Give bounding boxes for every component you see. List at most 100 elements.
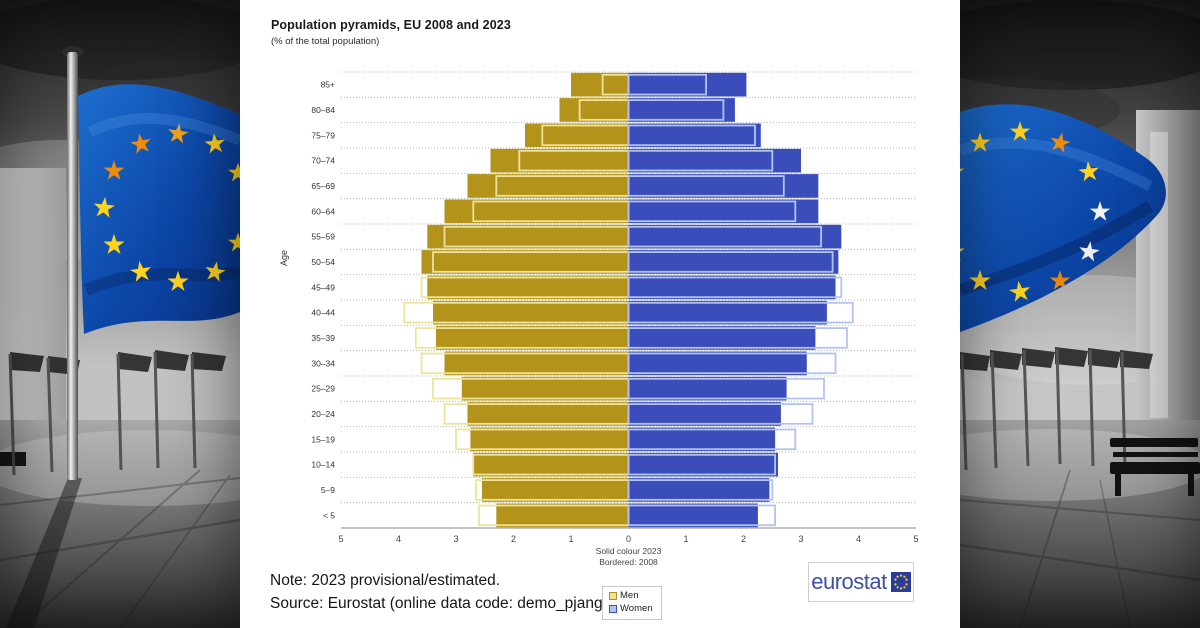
note-text: Note: 2023 provisional/estimated.	[270, 572, 501, 589]
bar-men-2023-80-84	[559, 98, 629, 122]
bar-women-2008-15-19	[627, 428, 797, 451]
bar-men-2023-85	[571, 72, 629, 97]
bar-men-2023-60-64	[444, 199, 629, 224]
age-label-80-84: 80–84	[311, 105, 335, 115]
x-tick-label-4: 1	[568, 534, 573, 544]
eu-flag-photo-left	[0, 0, 240, 628]
eurostat-logo: eurostat	[808, 562, 914, 602]
bar-men-2023-50-54	[421, 250, 629, 274]
bar-women-2023-35-39	[628, 326, 816, 350]
bar-women-2008-55-59	[627, 225, 823, 248]
eu-flag-scene-right	[960, 0, 1200, 628]
bar-women-2008-35-39	[627, 327, 848, 349]
bar-men-2023-35-39	[435, 326, 629, 350]
age-label-85: 85+	[321, 80, 335, 90]
background-flags	[960, 347, 1153, 471]
bar-women-2023-50-54	[628, 250, 839, 274]
bar-women-2008-25-29	[627, 377, 825, 400]
age-label-75-79: 75–79	[311, 130, 335, 140]
bar-women-2008-80-84	[627, 99, 725, 121]
bar-women-2023-85	[628, 72, 747, 97]
x-tick-label-10: 5	[913, 534, 918, 544]
flag-fold-shadow	[83, 266, 240, 296]
bar-women-2008-85	[627, 73, 707, 96]
bar-men-2023-70-74	[490, 148, 629, 173]
x-tick-label-7: 2	[741, 534, 746, 544]
bar-women-2008-5	[627, 504, 777, 527]
chart-title: Population pyramids, EU 2008 and 2023	[271, 18, 511, 32]
cloud	[0, 0, 240, 80]
age-label-5-9: 5–9	[321, 485, 335, 495]
flag-fold-shadow	[960, 200, 1154, 296]
eu-flag	[78, 84, 240, 335]
age-axis-title: Age	[279, 250, 289, 266]
x-tick-label-8: 3	[798, 534, 803, 544]
eu-flag	[960, 104, 1166, 332]
bar-women-2008-30-34	[627, 352, 837, 375]
bar-men-2023-5-9	[481, 478, 629, 502]
legend-label-women: Women	[620, 602, 653, 614]
bar-women-2023-70-74	[628, 148, 801, 173]
bar-women-2023-5	[628, 503, 758, 528]
bar-women-2023-45-49	[628, 275, 836, 300]
bar-men-2023-55-59	[427, 224, 629, 249]
bar-women-2023-60-64	[628, 199, 819, 224]
eu-flag-photo-right	[960, 0, 1200, 628]
bar-men-2023-25-29	[461, 376, 629, 401]
bar-women-2023-80-84	[628, 98, 735, 122]
bar-men-2023-65-69	[467, 174, 629, 198]
age-label-70-74: 70–74	[311, 156, 335, 166]
bar-women-2023-10-14	[628, 452, 778, 477]
flagpole	[67, 52, 78, 480]
age-label-10-14: 10–14	[311, 460, 335, 470]
bar-women-2008-10-14	[627, 453, 777, 476]
paving-lines	[960, 469, 1200, 628]
bar-men-2023-30-34	[444, 351, 629, 376]
bar-men-2023-15-19	[470, 427, 629, 452]
men-swatch	[609, 592, 617, 601]
x-tick-label-9: 4	[856, 534, 861, 544]
eu-stars-icon	[890, 572, 911, 592]
bar-women-2008-70-74	[627, 149, 774, 172]
age-label-15-19: 15–19	[311, 434, 335, 444]
style-note-line-1: Solid colour 2023	[596, 546, 662, 556]
bar-women-2023-65-69	[628, 174, 819, 198]
bar-women-2008-20-24	[627, 403, 814, 425]
ground-highlight	[960, 429, 1200, 501]
age-label-30-34: 30–34	[311, 358, 335, 368]
legend-box: Men Women	[602, 586, 662, 620]
women-swatch	[609, 605, 617, 614]
age-label-5: < 5	[323, 510, 335, 520]
cloud	[960, 0, 1200, 90]
age-label-40-44: 40–44	[311, 308, 335, 318]
bar-men-2023-10-14	[473, 452, 629, 477]
bar-men-2023-40-44	[433, 300, 629, 325]
eu-flag-scene-left	[0, 0, 240, 628]
bar-women-2008-60-64	[627, 200, 797, 223]
source-text: Source: Eurostat (online data code: demo…	[270, 595, 639, 612]
chart-subtitle: (% of the total population)	[271, 36, 380, 47]
bar-women-2023-5-9	[628, 478, 770, 502]
legend-item-women: Women	[609, 603, 653, 616]
style-note-line-2: Bordered: 2008	[599, 557, 658, 567]
x-tick-label-1: 4	[396, 534, 401, 544]
x-tick-label-6: 1	[683, 534, 688, 544]
age-label-55-59: 55–59	[311, 232, 335, 242]
bar-women-2008-75-79	[627, 124, 756, 147]
eurostat-logo-text: eurostat	[811, 569, 887, 594]
bar-women-2023-55-59	[628, 224, 842, 249]
age-label-35-39: 35–39	[311, 333, 335, 343]
bar-men-2023-5	[496, 503, 629, 528]
bar-women-2008-40-44	[627, 301, 854, 324]
bar-women-2008-45-49	[627, 276, 843, 299]
bench	[1110, 438, 1200, 496]
age-label-20-24: 20–24	[311, 409, 335, 419]
age-label-50-54: 50–54	[311, 257, 335, 267]
legend-item-men: Men	[609, 590, 653, 603]
x-tick-label-2: 3	[453, 534, 458, 544]
bar-women-2023-40-44	[628, 300, 827, 325]
age-label-65-69: 65–69	[311, 181, 335, 191]
bar-women-2023-20-24	[628, 402, 781, 426]
bar-women-2008-50-54	[627, 251, 834, 273]
